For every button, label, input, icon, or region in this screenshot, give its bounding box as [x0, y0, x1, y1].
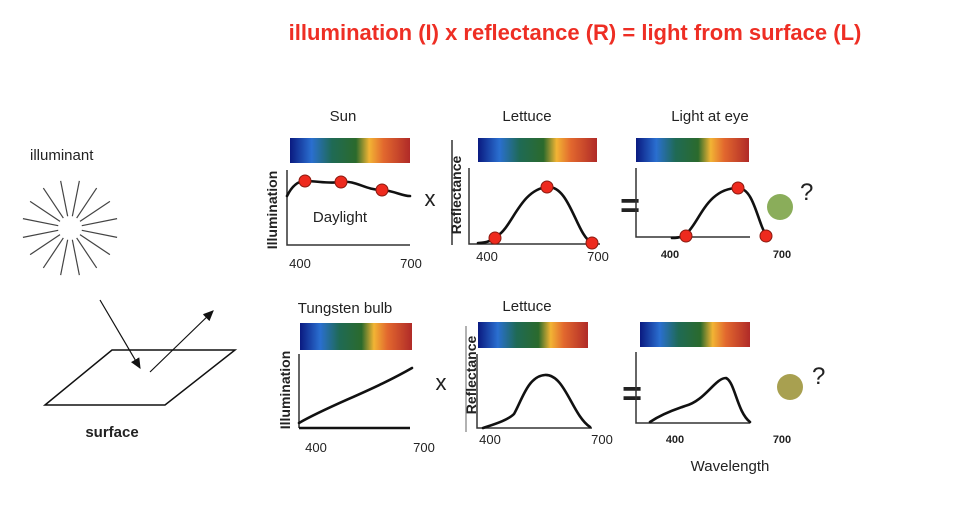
spectrum-bar: [478, 322, 588, 348]
y-axis-label: Illumination: [277, 351, 293, 430]
chart-title: Light at eye: [671, 108, 749, 125]
y-axis-label: Reflectance: [448, 155, 464, 234]
data-point: [759, 229, 773, 243]
spectrum-bar: [300, 323, 412, 350]
x-tick: 400: [479, 432, 501, 447]
x-tick: 700: [400, 256, 422, 271]
axes: [635, 168, 750, 238]
result-curve: [648, 376, 752, 424]
times-operator: x: [436, 370, 447, 395]
chart-title: Sun: [330, 108, 357, 125]
incident-arrow: [99, 299, 141, 370]
axes: [635, 352, 750, 424]
light-ray: [79, 234, 111, 256]
surface-shape: [42, 349, 238, 406]
question-mark: ?: [812, 363, 825, 390]
data-point: [375, 183, 389, 197]
y-axis-label: Illumination: [264, 171, 280, 250]
curve-label: Daylight: [313, 209, 368, 226]
surface-label: surface: [85, 424, 138, 441]
equation-title: illumination (I) x reflectance (R) = lig…: [289, 20, 862, 45]
data-point: [488, 231, 502, 245]
light-ray: [81, 229, 118, 238]
illuminant-label: illuminant: [30, 147, 94, 164]
x-tick: 700: [773, 249, 791, 261]
x-tick: 400: [661, 249, 679, 261]
x-tick: 400: [289, 256, 311, 271]
data-point: [731, 181, 745, 195]
reflectance-curve: [481, 373, 592, 430]
light-ray: [79, 200, 111, 222]
light-ray: [42, 187, 64, 219]
data-point: [334, 175, 348, 189]
data-point: [585, 236, 599, 250]
light-ray: [76, 187, 98, 219]
question-mark: ?: [800, 179, 813, 206]
equals-operator: =: [620, 187, 640, 225]
spectrum-bar: [290, 138, 410, 163]
x-tick: 400: [666, 434, 684, 446]
data-point: [540, 180, 554, 194]
axes: [476, 354, 592, 429]
spectrum-bar: [636, 138, 749, 162]
chart-title: Lettuce: [502, 108, 551, 125]
y-axis-label: Reflectance: [463, 335, 479, 414]
x-tick: 700: [591, 432, 613, 447]
light-ray: [22, 229, 59, 238]
x-tick: 700: [773, 434, 791, 446]
axes: [468, 168, 600, 245]
light-ray: [29, 200, 61, 222]
light-ray: [76, 237, 98, 269]
x-tick: 700: [587, 249, 609, 264]
light-ray: [71, 239, 80, 276]
x-axis-label: Wavelength: [691, 458, 770, 475]
light-ray: [71, 180, 80, 217]
reflected-arrow: [149, 310, 214, 373]
light-ray: [22, 218, 59, 227]
light-ray: [81, 218, 118, 227]
illuminant-star-icon: [22, 180, 118, 276]
lettuce-reflectance-chart-2: Lettuce Reflectance 400 700: [463, 298, 613, 447]
perceived-color-swatch: [777, 374, 803, 400]
perceived-color-swatch: [767, 194, 793, 220]
chart-title: Lettuce: [502, 298, 551, 315]
spectrum-bar: [640, 322, 750, 347]
light-ray: [42, 237, 64, 269]
x-tick: 700: [413, 440, 435, 455]
light-at-eye-chart-2: 400 700 Wavelength ?: [635, 322, 825, 475]
equals-operator: =: [622, 375, 642, 413]
times-operator: x: [425, 186, 436, 211]
tungsten-illumination-chart: Tungsten bulb Illumination 400 700: [277, 300, 435, 455]
data-point: [298, 174, 312, 188]
data-point: [679, 229, 693, 243]
light-ray: [60, 180, 69, 217]
x-tick: 400: [476, 249, 498, 264]
x-tick: 400: [305, 440, 327, 455]
light-ray: [60, 239, 69, 276]
sun-illumination-chart: Sun Illumination Daylight 400 700: [264, 108, 422, 271]
chart-title: Tungsten bulb: [298, 300, 393, 317]
light-at-eye-chart-1: Light at eye 400 700 ?: [635, 108, 813, 261]
light-ray: [29, 234, 61, 256]
lettuce-reflectance-chart-1: Lettuce Reflectance 400 700: [448, 108, 609, 264]
spectrum-bar: [478, 138, 597, 162]
tungsten-curve: [297, 366, 414, 425]
